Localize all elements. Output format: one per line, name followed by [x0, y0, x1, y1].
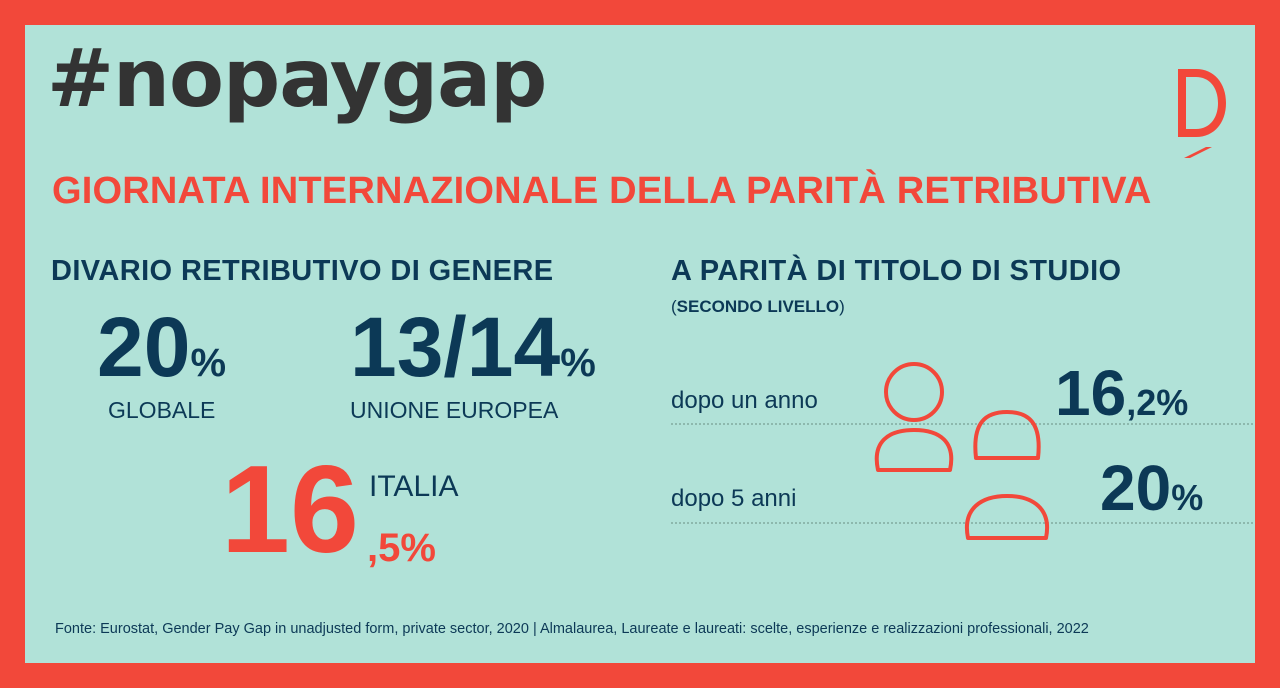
global-percent: %	[190, 341, 227, 385]
infographic-panel: #nopaygap GIORNATA INTERNAZIONALE DELLA …	[25, 25, 1255, 663]
people-icons	[874, 362, 1050, 540]
education-heading: A PARITÀ DI TITOLO DI STUDIO	[671, 255, 1122, 287]
eu-value: 13/14%	[350, 302, 596, 417]
source-footer: Fonte: Eurostat, Gender Pay Gap in unadj…	[55, 621, 1089, 637]
five-years-value: 20%	[1100, 453, 1203, 541]
pay-gap-heading: DIVARIO RETRIBUTIVO DI GENERE	[51, 255, 554, 287]
hashtag-title: #nopaygap	[47, 32, 547, 125]
eu-percent: %	[560, 341, 596, 385]
italy-number: 16	[221, 441, 359, 579]
logo-d-icon	[1178, 69, 1226, 158]
person-icon	[874, 362, 954, 472]
education-subheading: (SECONDO LIVELLO)	[671, 297, 845, 316]
global-number: 20	[97, 300, 191, 394]
italy-decimal: ,5%	[367, 526, 436, 570]
main-title: GIORNATA INTERNAZIONALE DELLA PARITÀ RET…	[52, 170, 1152, 212]
row-label-five-years: dopo 5 anni	[671, 485, 797, 512]
eu-label: UNIONE EUROPEA	[350, 397, 559, 423]
five-years-number: 20	[1100, 452, 1172, 524]
row-divider	[671, 522, 1253, 524]
row-label-one-year: dopo un anno	[671, 387, 818, 414]
italy-label: ITALIA	[369, 470, 459, 503]
one-year-number: 16	[1055, 357, 1127, 429]
one-year-value: 16,2%	[1055, 358, 1188, 446]
one-year-decimal: ,2%	[1126, 382, 1189, 423]
five-years-percent: %	[1171, 477, 1204, 518]
global-label: GLOBALE	[108, 397, 216, 423]
global-value: 20%	[97, 302, 226, 417]
eu-number: 13/14	[350, 300, 561, 394]
person-icon	[964, 494, 1050, 540]
person-icon	[973, 410, 1041, 460]
row-divider	[671, 423, 1253, 425]
